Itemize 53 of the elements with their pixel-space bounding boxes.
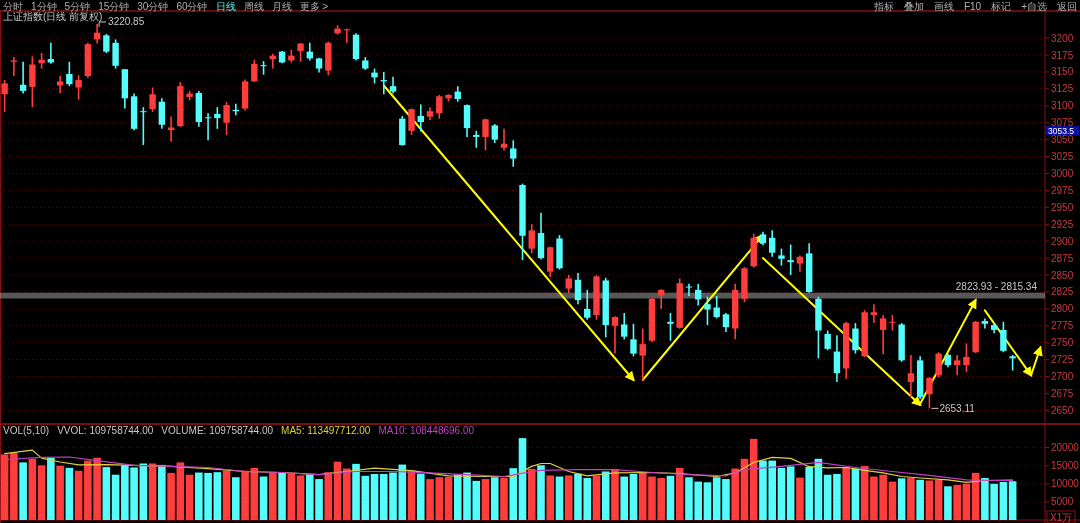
text: MA10: 108448696.00 <box>378 425 475 436</box>
y-tick-label: 3100 <box>1051 100 1074 112</box>
annotation: 周线 <box>243 0 264 12</box>
y-axis-title: X1万 <box>1050 512 1073 523</box>
y-tick-label: 2675 <box>1051 388 1074 400</box>
y-tick-label: 2750 <box>1051 337 1074 349</box>
y-tick-label: 3175 <box>1051 49 1074 61</box>
y-tick-label: 15000 <box>1051 460 1080 472</box>
annotation: VVOL: 109758744.00 <box>57 425 154 436</box>
annotation: 30分钟 <box>137 0 169 12</box>
annotation: 1分钟 <box>31 0 57 12</box>
y-tick-label: 5000 <box>1051 496 1074 508</box>
annotation: 60分钟 <box>176 0 208 12</box>
y-tick-label: 3025 <box>1051 151 1074 163</box>
text: MA5: 113497712.00 <box>281 425 371 436</box>
annotation: F10 <box>963 0 982 12</box>
y-tick-label: 2850 <box>1051 269 1074 281</box>
annotation: 更多 > <box>299 0 329 12</box>
annotation: VOLUME: 109758744.00 <box>161 425 274 436</box>
y-tick-label: 2900 <box>1051 235 1074 247</box>
annotation: 指标 <box>872 0 894 12</box>
chart-title: 上证指数(日线 前复权) <box>3 11 103 22</box>
annotation: 画线 <box>933 0 954 12</box>
chart-title: VOL(5,10) <box>3 425 50 436</box>
band-label: 2823.93 - 2815.34 <box>955 280 1038 292</box>
text: 返回 <box>1057 0 1077 12</box>
annotation: 叠加 <box>903 0 924 12</box>
y-tick-label: 3050 <box>1051 134 1074 146</box>
annotation: 标记 <box>990 0 1012 12</box>
y-tick-label: 3125 <box>1051 83 1074 95</box>
y-tick-label: 2825 <box>1051 286 1074 298</box>
y-tick-label: 3000 <box>1051 167 1074 179</box>
y-tick-label: 2700 <box>1051 371 1074 383</box>
annotation: 5分钟 <box>64 0 91 12</box>
y-tick-label: 2650 <box>1051 404 1074 416</box>
y-tick-label: 3200 <box>1051 32 1074 44</box>
y-tick-label: 2975 <box>1051 184 1074 196</box>
annotation: 日线 <box>215 0 236 12</box>
annotation: 3220.85 <box>108 15 145 27</box>
annotation: +自选 <box>1021 0 1047 12</box>
y-tick-label: 2875 <box>1051 252 1074 264</box>
annotation: 分时 <box>3 0 23 12</box>
y-tick-label: 2950 <box>1051 201 1074 213</box>
y-tick-label: 10000 <box>1051 478 1080 490</box>
y-tick-label: 2725 <box>1051 354 1074 366</box>
annotation: 月线 <box>271 0 292 12</box>
y-tick-label: 2925 <box>1051 218 1074 230</box>
y-tick-label: 20000 <box>1051 442 1080 454</box>
y-tick-label: 2800 <box>1051 303 1074 315</box>
annotation: 15分钟 <box>98 0 130 12</box>
y-tick-label: 2775 <box>1051 320 1074 332</box>
y-tick-label: 3150 <box>1051 66 1074 78</box>
annotation: 2653.11 <box>939 402 976 414</box>
